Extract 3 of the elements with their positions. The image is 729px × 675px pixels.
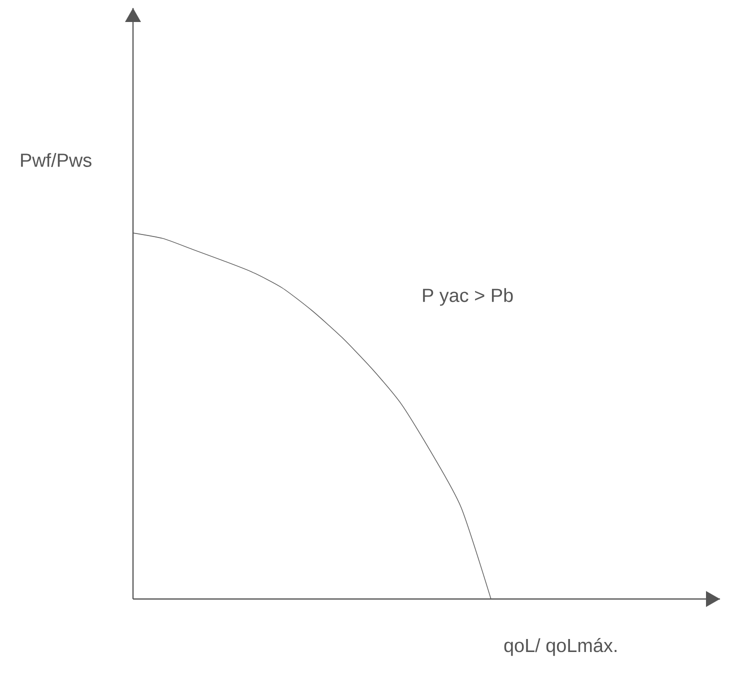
x-axis-title: qoL/ qoLmáx. [504,638,616,656]
y-axis-title: Pwf/Pws [21,153,92,167]
annotation: P yac > Pb [423,288,513,306]
